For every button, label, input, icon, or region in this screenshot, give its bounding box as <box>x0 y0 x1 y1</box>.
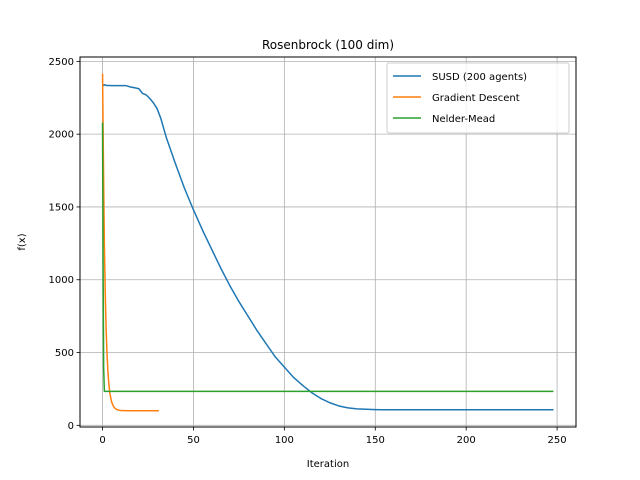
series-line-3 <box>101 122 554 393</box>
x-axis: 0 50 100 150 200 250 <box>99 427 567 446</box>
series-line-2 <box>101 73 159 412</box>
x-tick-label: 0 <box>99 435 105 446</box>
y-axis: 0 500 1000 1500 2000 2500 <box>49 57 80 432</box>
grid <box>80 57 576 427</box>
y-tick-label: 500 <box>55 348 74 359</box>
x-tick-label: 150 <box>366 435 385 446</box>
y-axis-label: f(x) <box>17 233 28 250</box>
series-layer <box>101 73 554 412</box>
legend-box <box>386 62 570 134</box>
legend: SUSD (200 agents) Gradient Descent Nelder-… <box>386 62 570 134</box>
x-tick-label: 250 <box>548 435 567 446</box>
x-tick-label: 50 <box>187 435 200 446</box>
y-tick-label: 1000 <box>49 275 74 286</box>
x-axis-label: Iteration <box>307 459 349 470</box>
plot-frame <box>79 56 577 428</box>
series-line-1 <box>102 83 554 411</box>
legend-entry: Gradient Descent <box>432 93 520 104</box>
x-tick-label: 100 <box>275 435 294 446</box>
x-tick-label: 200 <box>457 435 476 446</box>
legend-entry: SUSD (200 agents) <box>432 72 527 83</box>
y-tick-label: 2500 <box>49 57 74 68</box>
legend-entry: Nelder-Mead <box>432 114 495 125</box>
chart-title: Rosenbrock (100 dim) <box>262 38 394 52</box>
y-tick-label: 0 <box>68 421 74 432</box>
y-tick-label: 2000 <box>49 130 74 141</box>
y-tick-label: 1500 <box>49 202 74 213</box>
